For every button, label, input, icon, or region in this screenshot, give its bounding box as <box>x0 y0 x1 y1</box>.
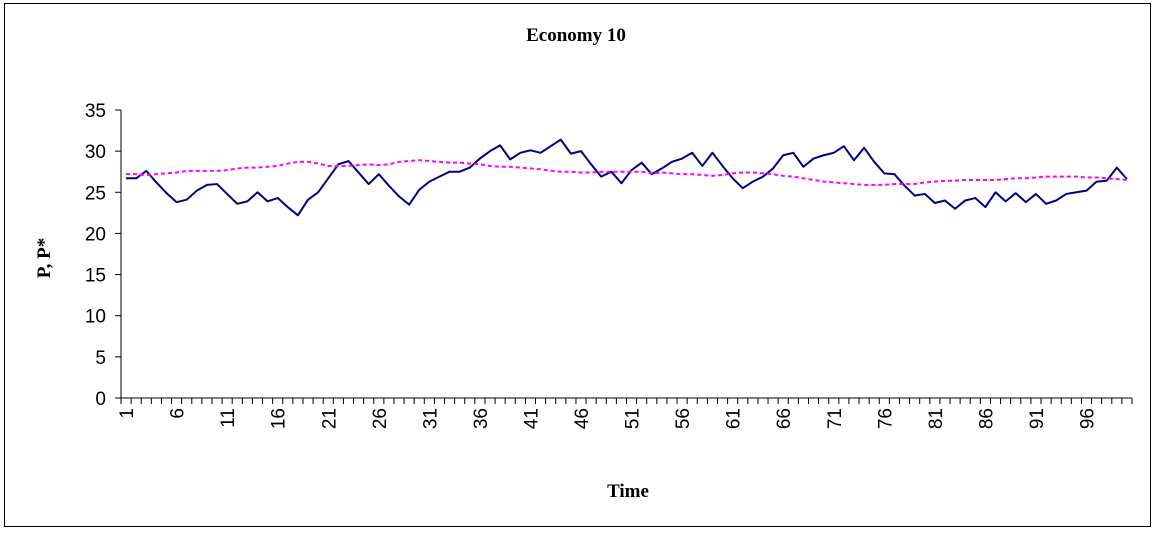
x-tick-label: 96 <box>1078 408 1099 429</box>
series-line-2 <box>126 159 1128 186</box>
x-tick-label: 46 <box>572 408 593 429</box>
y-tick-label: 15 <box>85 266 106 287</box>
chart-frame <box>4 3 1151 527</box>
y-tick-label: 0 <box>95 389 106 410</box>
y-tick-label: 30 <box>85 142 106 163</box>
x-tick-label: 51 <box>623 408 644 429</box>
x-tick-label: 86 <box>976 408 997 429</box>
x-tick-label: 41 <box>521 408 542 429</box>
x-tick-label: 11 <box>218 408 239 428</box>
x-tick-label: 61 <box>724 408 745 429</box>
y-tick-label: 10 <box>85 307 106 328</box>
x-tick-label: 66 <box>774 408 795 429</box>
x-tick-label: 56 <box>673 408 694 429</box>
x-tick-label: 1 <box>117 408 138 419</box>
y-tick-label: 25 <box>85 183 106 204</box>
x-tick-label: 16 <box>269 408 290 429</box>
y-tick-label: 35 <box>85 101 106 122</box>
x-axis-label: Time <box>607 481 649 502</box>
y-axis-label: P, P* <box>34 238 55 278</box>
x-tick-label: 91 <box>1027 408 1048 429</box>
x-tick-label: 26 <box>370 408 391 429</box>
x-tick-label: 76 <box>875 408 896 429</box>
chart-title: Economy 10 <box>526 25 626 46</box>
x-tick-label: 6 <box>168 408 189 419</box>
y-tick-label: 5 <box>95 348 106 369</box>
series-layer <box>126 138 1128 217</box>
x-tick-label: 21 <box>319 408 340 429</box>
x-tick-label: 81 <box>926 408 947 429</box>
series-line-1 <box>126 138 1128 217</box>
x-tick-label: 31 <box>420 408 441 429</box>
x-tick-label: 71 <box>825 408 846 429</box>
x-tick-label: 36 <box>471 408 492 429</box>
y-tick-label: 20 <box>85 224 106 245</box>
